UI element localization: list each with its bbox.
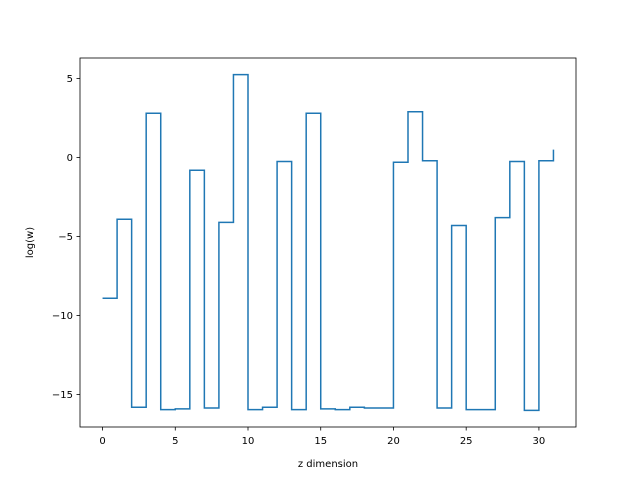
x-tick-label: 30 xyxy=(533,436,546,447)
y-tick-label: −15 xyxy=(52,390,73,401)
axes-frame xyxy=(79,57,577,428)
x-tick-label: 20 xyxy=(387,436,400,447)
x-tick-label: 0 xyxy=(99,436,105,447)
x-tick-label: 5 xyxy=(172,436,178,447)
series-step-line xyxy=(102,73,555,412)
y-tick-label: −5 xyxy=(58,232,73,243)
x-tick-label: 15 xyxy=(314,436,327,447)
x-tick-label: 10 xyxy=(242,436,255,447)
x-axis-label: z dimension xyxy=(298,459,358,470)
y-tick-label: −10 xyxy=(52,311,73,322)
plot-area xyxy=(102,73,555,412)
y-tick-label: 5 xyxy=(67,74,73,85)
y-axis-label: log(w) xyxy=(25,227,36,258)
y-tick-label: 0 xyxy=(67,153,73,164)
axis-ticks: 0 5 10 15 20 25 30 −15 −10 −5 0 5 xyxy=(52,74,545,447)
x-tick-label: 25 xyxy=(460,436,473,447)
